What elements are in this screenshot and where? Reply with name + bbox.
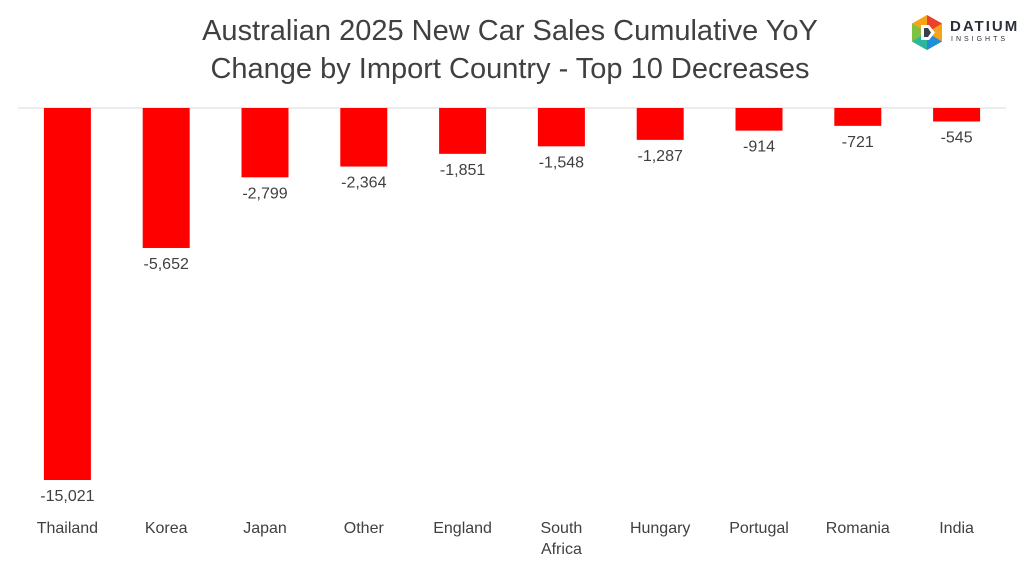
bar-romania xyxy=(834,108,882,126)
data-label: -1,548 xyxy=(539,154,584,171)
data-label: -2,364 xyxy=(341,175,386,192)
logo-wordmark: DATIUM xyxy=(950,18,1020,35)
datium-logo-icon xyxy=(912,15,942,50)
category-label: Thailand xyxy=(37,520,98,537)
data-label: -5,652 xyxy=(144,256,189,273)
bar-india xyxy=(933,108,981,122)
data-label: -15,021 xyxy=(40,488,94,505)
data-label: -914 xyxy=(743,139,775,156)
category-label: Romania xyxy=(826,520,890,537)
category-labels-group: Thailand Korea Japan Other England South Afric… xyxy=(37,520,974,558)
bar-japan xyxy=(241,108,289,178)
category-label: Hungary xyxy=(630,520,690,537)
category-label: Other xyxy=(344,520,385,537)
value-labels-group: -15,021 -5,652 -2,799 -2,364 -1,851 -1,548 -1,… xyxy=(40,129,972,505)
bar-england xyxy=(439,108,487,154)
data-label: -1,851 xyxy=(440,162,485,179)
category-label: Portugal xyxy=(729,520,789,537)
chart-title-line-2: Change by Import Country - Top 10 Decrea… xyxy=(210,53,810,85)
chart-title-line-1: Australian 2025 New Car Sales Cumulative… xyxy=(202,15,818,47)
category-label: England xyxy=(433,520,492,537)
bar-thailand xyxy=(43,108,91,480)
bar-korea xyxy=(142,108,190,248)
bars-group xyxy=(43,108,981,480)
chart-title: Australian 2025 New Car Sales Cumulative… xyxy=(120,12,900,88)
category-label: Japan xyxy=(243,520,287,537)
category-label: Korea xyxy=(145,520,188,537)
data-label: -2,799 xyxy=(242,185,287,202)
bar-other xyxy=(340,108,388,167)
logo-tagline: INSIGHTS xyxy=(951,36,1009,43)
data-label: -721 xyxy=(842,134,874,151)
category-label: India xyxy=(939,520,974,537)
datium-logo: DATIUM INSIGHTS xyxy=(910,14,1020,54)
bar-south-africa xyxy=(537,108,585,147)
data-label: -1,287 xyxy=(638,148,683,165)
bar-portugal xyxy=(735,108,783,131)
category-label: South Africa xyxy=(540,520,582,558)
bar-hungary xyxy=(636,108,684,140)
data-label: -545 xyxy=(941,129,973,146)
